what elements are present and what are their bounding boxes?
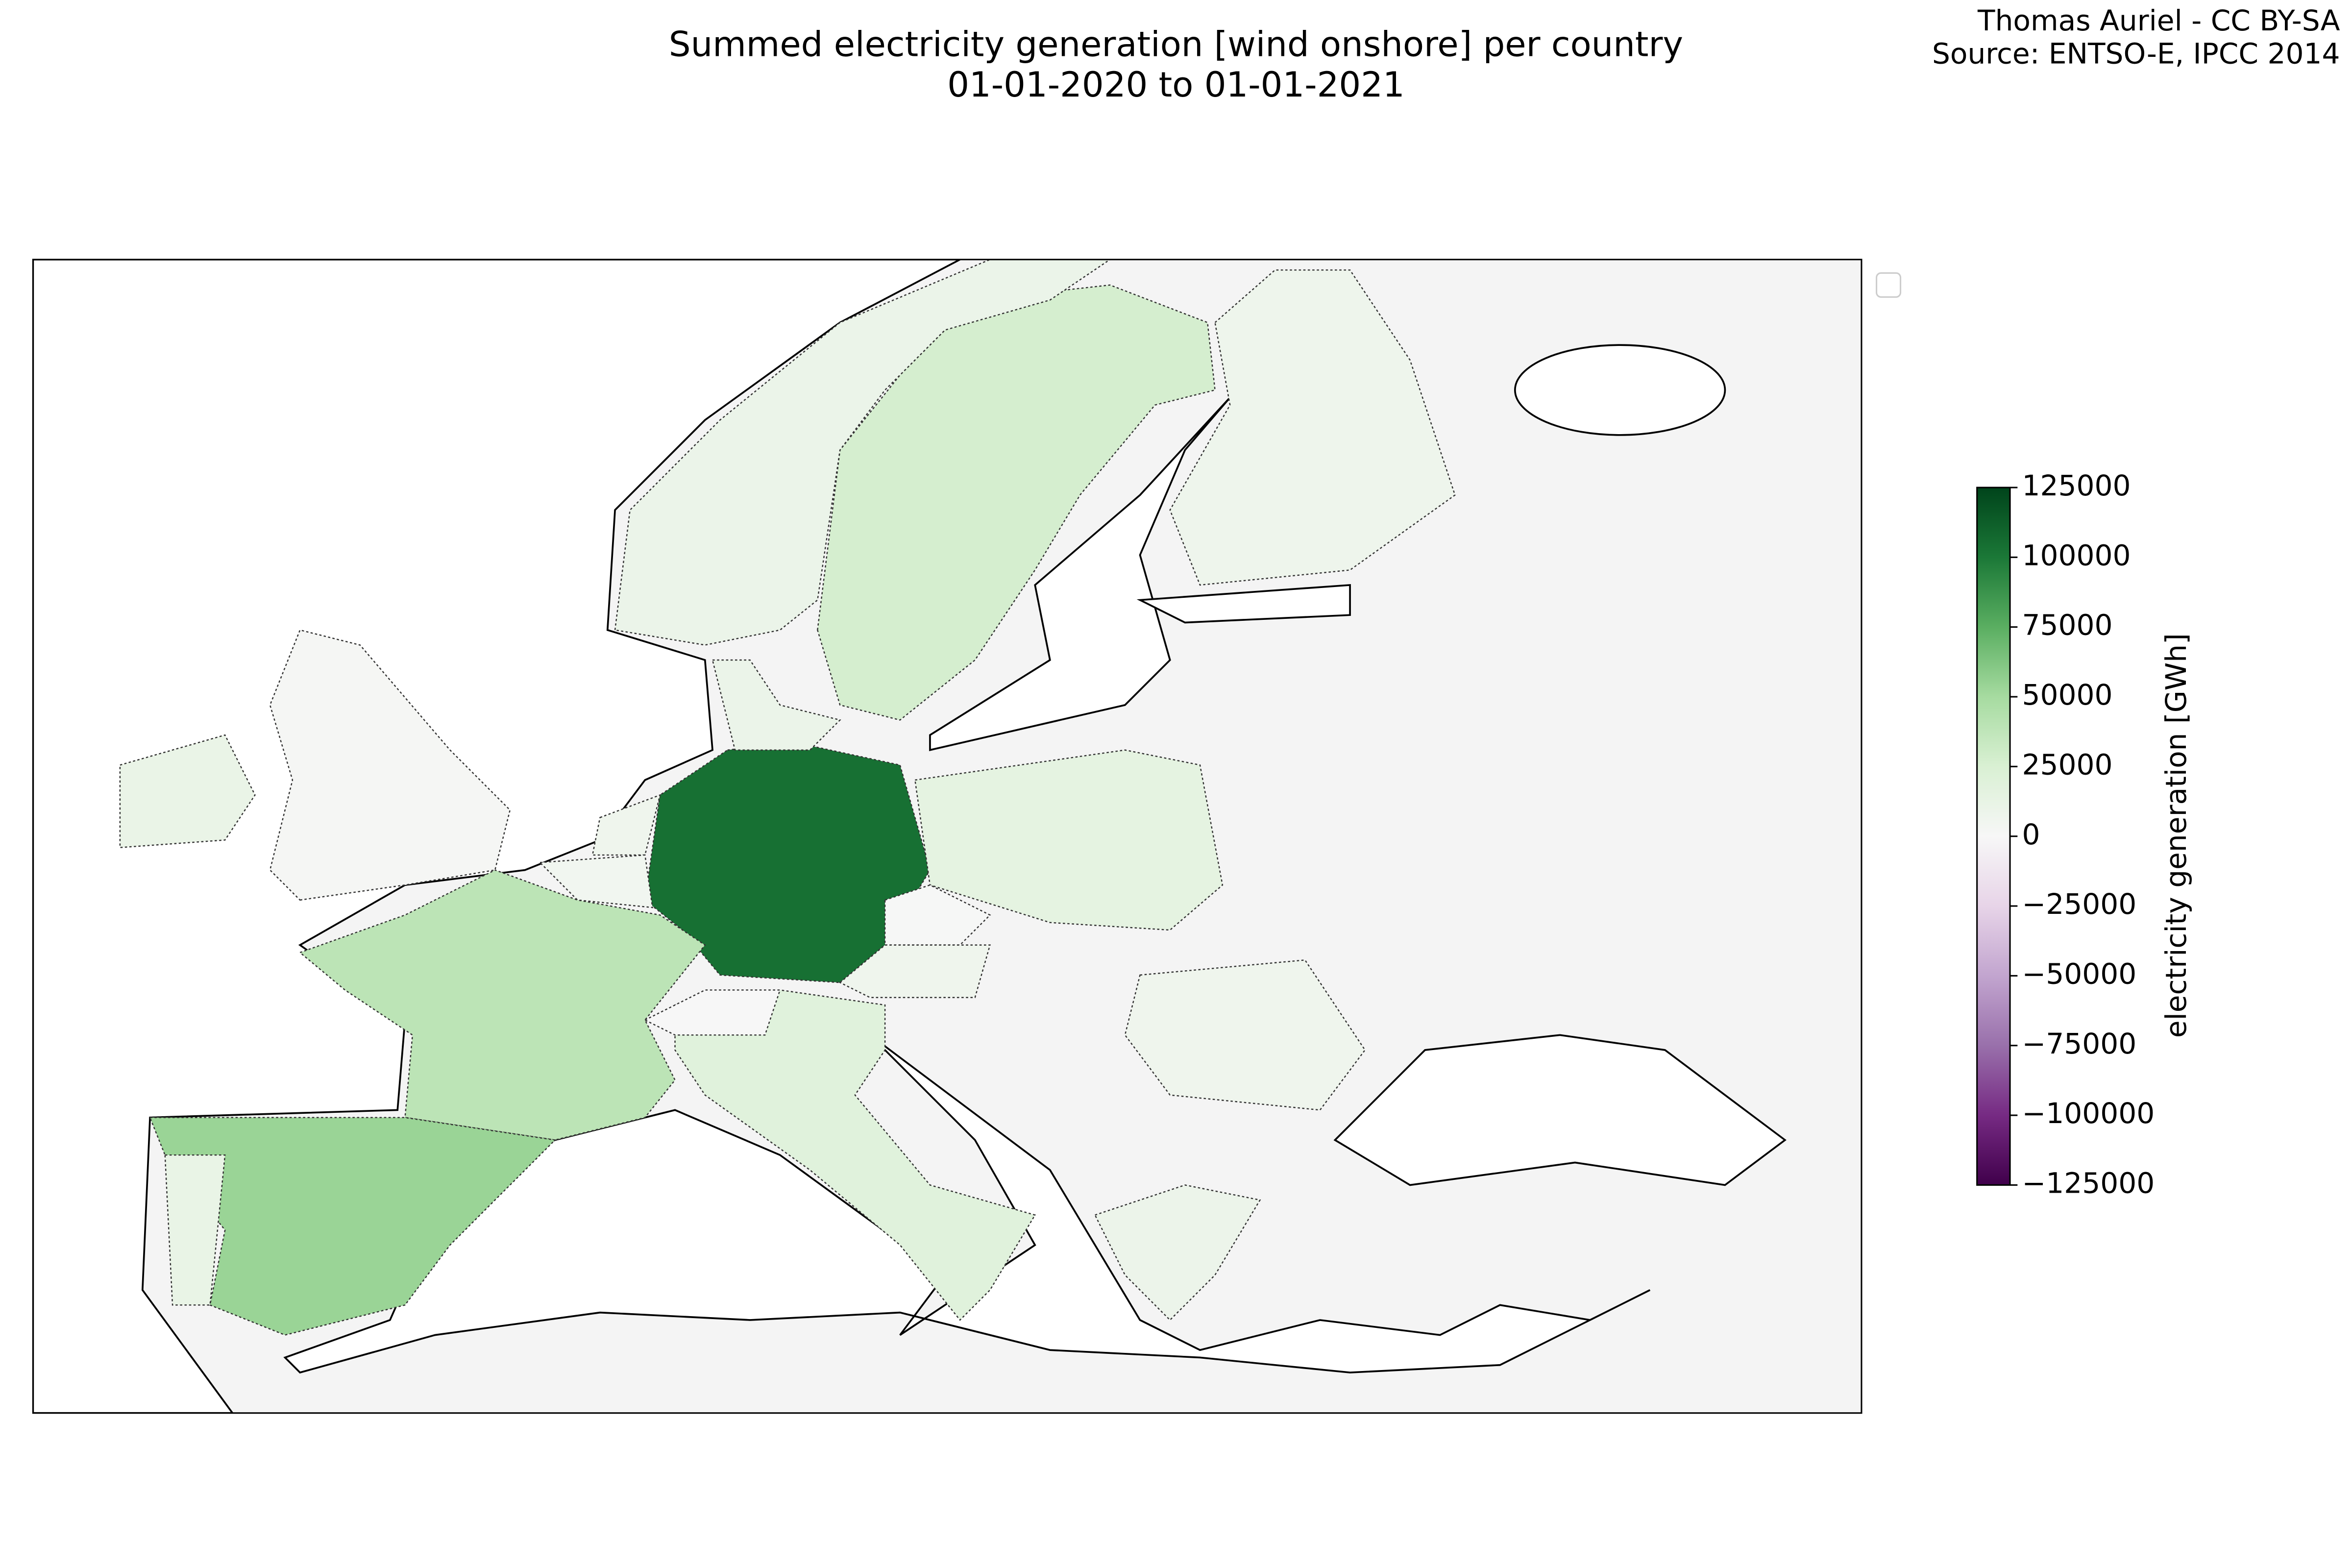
- black-sea: [1333, 1034, 1787, 1186]
- legend: [1876, 272, 1902, 298]
- country: [644, 742, 931, 983]
- map: [33, 259, 1862, 1413]
- countries: [119, 259, 1456, 1336]
- country: [539, 854, 654, 908]
- country: [643, 989, 781, 1036]
- colorbar-tick-label: −25000: [2022, 887, 2137, 921]
- country: [119, 734, 256, 848]
- country: [1094, 1184, 1261, 1321]
- country: [591, 794, 661, 856]
- chart-subtitle: 01-01-2020 to 01-01-2021: [947, 65, 1405, 105]
- colorbar-label: electricity generation [GWh]: [2159, 633, 2193, 1038]
- gulf-of-finland: [1136, 584, 1351, 624]
- country: [839, 944, 991, 998]
- colorbar: [1976, 487, 2011, 1186]
- country: [711, 659, 841, 751]
- country: [269, 629, 511, 901]
- colorbar-tick-label: −75000: [2022, 1027, 2137, 1060]
- country: [1124, 959, 1366, 1111]
- white-sea: [1514, 344, 1726, 436]
- colorbar-tick-label: −100000: [2022, 1097, 2155, 1130]
- credit: Thomas Auriel - CC BY-SA: [1977, 4, 2340, 37]
- country: [149, 1117, 557, 1336]
- map-frame: [32, 259, 1862, 1414]
- colorbar-tick-label: 0: [2022, 818, 2040, 851]
- colorbar-tick-label: 50000: [2022, 678, 2113, 711]
- country: [914, 749, 1224, 931]
- colorbar-tick-label: 100000: [2022, 539, 2131, 572]
- country: [884, 884, 991, 946]
- country: [164, 1154, 226, 1306]
- country: [298, 869, 706, 1141]
- source: Source: ENTSO-E, IPCC 2014: [1932, 37, 2340, 70]
- country: [614, 259, 1111, 646]
- colorbar-tick-label: −125000: [2022, 1167, 2155, 1200]
- country: [1169, 269, 1456, 586]
- chart-title: Summed electricity generation [wind onsh…: [669, 24, 1683, 64]
- colorbar-tick-label: 25000: [2022, 748, 2113, 781]
- colorbar-tick-label: −50000: [2022, 957, 2137, 990]
- colorbar-tick-label: 125000: [2022, 469, 2131, 502]
- colorbar-tick-label: 75000: [2022, 609, 2113, 642]
- mediterranean: [283, 1034, 1651, 1374]
- baltic-sea: [929, 397, 1231, 751]
- country: [674, 989, 1036, 1321]
- country: [817, 284, 1216, 721]
